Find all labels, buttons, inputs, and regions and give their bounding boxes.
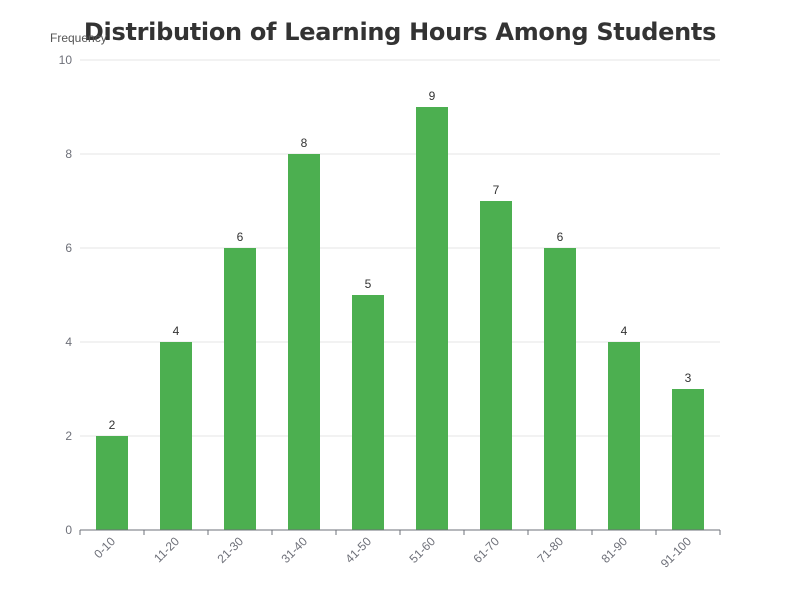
x-tick-label: 41-50 xyxy=(343,534,375,566)
data-label: 6 xyxy=(557,230,564,244)
data-label: 4 xyxy=(173,324,180,338)
x-tick-label: 51-60 xyxy=(407,534,439,566)
bar xyxy=(96,436,128,530)
x-tick-label: 21-30 xyxy=(215,534,247,566)
data-label: 5 xyxy=(365,277,372,291)
bar xyxy=(352,295,384,530)
data-label: 7 xyxy=(493,183,500,197)
bar xyxy=(672,389,704,530)
bar xyxy=(544,248,576,530)
bar xyxy=(224,248,256,530)
y-tick-label: 8 xyxy=(65,147,72,161)
y-tick-label: 4 xyxy=(65,335,72,349)
bar xyxy=(416,107,448,530)
x-tick-label: 71-80 xyxy=(535,534,567,566)
x-tick-label: 31-40 xyxy=(279,534,311,566)
data-label: 6 xyxy=(237,230,244,244)
x-tick-label: 91-100 xyxy=(658,534,695,571)
chart-title: Distribution of Learning Hours Among Stu… xyxy=(83,18,717,46)
data-label: 9 xyxy=(429,89,436,103)
bar xyxy=(160,342,192,530)
bars xyxy=(96,107,704,530)
y-tick-label: 0 xyxy=(65,523,72,537)
bar xyxy=(288,154,320,530)
y-axis-title: Frequency xyxy=(50,31,107,45)
y-tick-label: 6 xyxy=(65,241,72,255)
x-tick-label: 11-20 xyxy=(151,534,182,565)
x-tick-label: 0-10 xyxy=(91,534,118,561)
data-labels: 2 4 6 8 5 9 7 6 4 3 xyxy=(109,89,692,432)
bar xyxy=(480,201,512,530)
data-label: 3 xyxy=(685,371,692,385)
data-label: 4 xyxy=(621,324,628,338)
y-tick-label: 2 xyxy=(65,429,72,443)
data-label: 2 xyxy=(109,418,116,432)
x-tick-label: 81-90 xyxy=(599,534,631,566)
data-label: 8 xyxy=(301,136,308,150)
x-tick-label: 61-70 xyxy=(471,534,503,566)
bar xyxy=(608,342,640,530)
y-tick-label: 10 xyxy=(59,53,73,67)
